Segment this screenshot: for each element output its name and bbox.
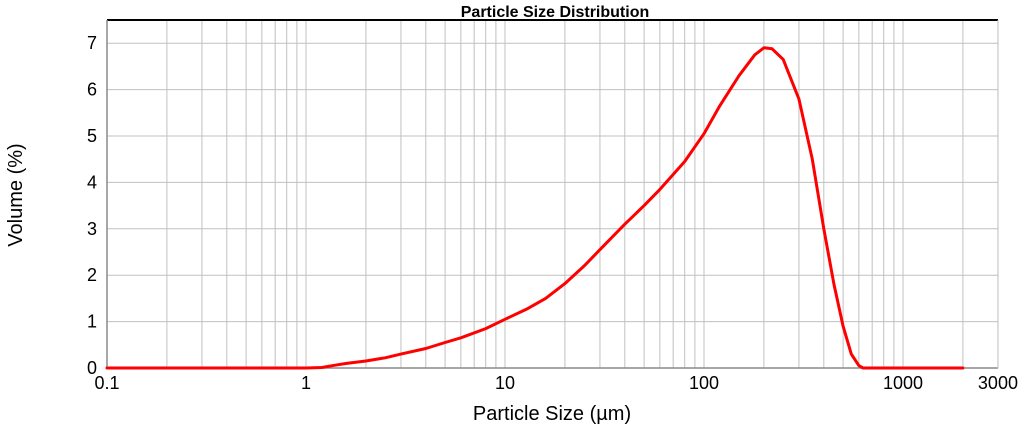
series-layer: [105, 46, 965, 370]
y-tick-label: 7: [87, 33, 97, 53]
plot-frame: [106, 19, 999, 369]
x-axis-label: Particle Size (µm): [473, 403, 631, 425]
grid-lines: [106, 20, 999, 368]
x-tick-label: 1: [301, 373, 311, 393]
x-tick-label: 10: [495, 373, 515, 393]
x-tick-label: 100: [689, 373, 719, 393]
chart-title: Particle Size Distribution: [461, 4, 649, 21]
y-tick-label: 1: [87, 312, 97, 332]
y-tick-label: 0: [87, 358, 97, 378]
series-line-0: [105, 46, 965, 370]
y-tick-label: 5: [87, 126, 97, 146]
y-axis-label: Volume (%): [5, 143, 27, 246]
y-tick-label: 6: [87, 80, 97, 100]
y-tick-labels: 0 1 2 3 4 5 6 7: [87, 33, 97, 378]
y-tick-label: 2: [87, 265, 97, 285]
y-tick-label: 3: [87, 219, 97, 239]
x-tick-label: 1000: [883, 373, 923, 393]
x-tick-labels: 0.1 1 10 100 1000 3000: [94, 373, 1017, 393]
x-tick-label: 0.1: [94, 373, 119, 393]
x-tick-label: 3000: [978, 373, 1018, 393]
y-tick-label: 4: [87, 172, 97, 192]
